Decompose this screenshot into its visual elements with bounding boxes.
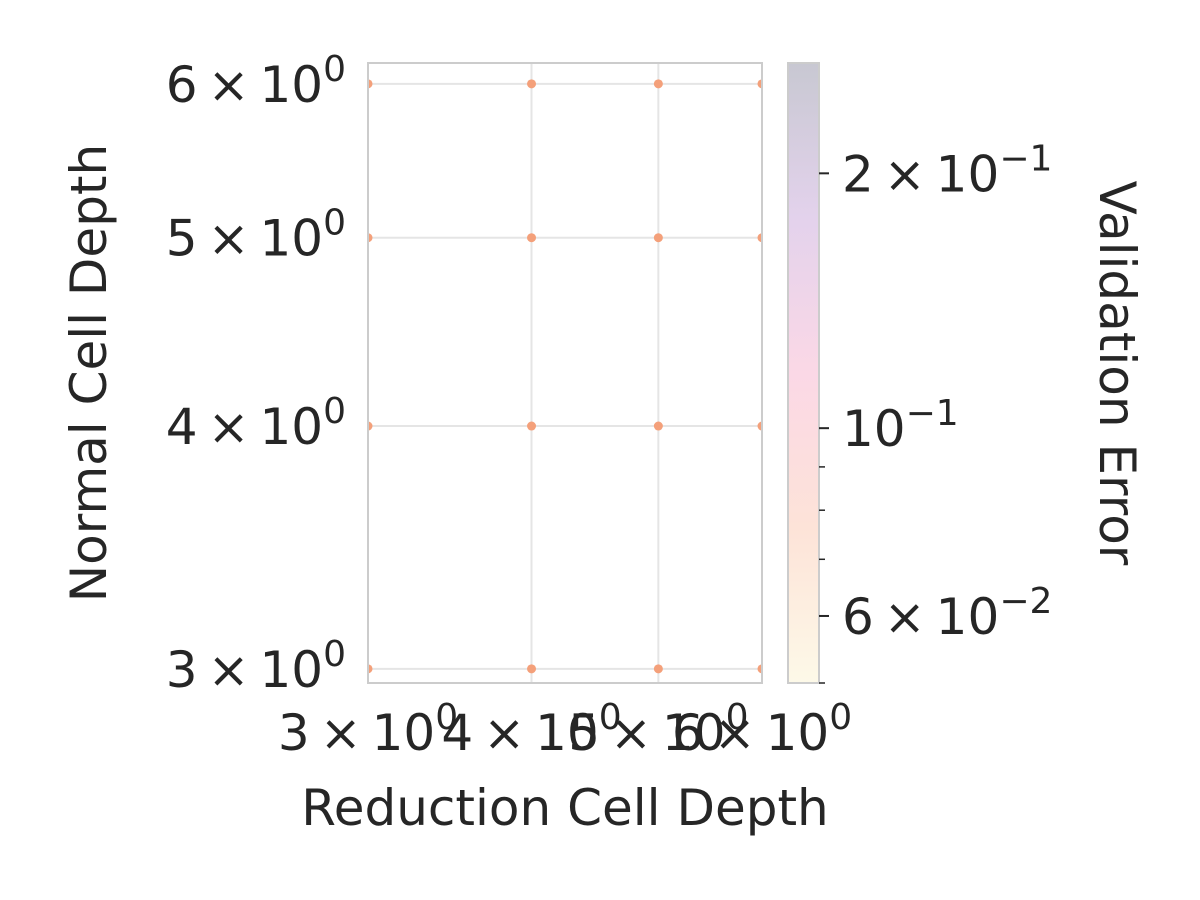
data-point [757, 79, 762, 89]
data-point [757, 664, 762, 674]
data-point [527, 233, 537, 243]
data-point [653, 233, 663, 243]
colorbar-tick-label: 6 × 10−2 [842, 581, 1052, 646]
y-tick-label: 4 × 100 [166, 391, 346, 456]
data-point [368, 79, 373, 89]
x-axis-label: Reduction Cell Depth [301, 779, 829, 837]
y-tick-label: 5 × 100 [166, 203, 346, 268]
scatter-points [368, 79, 762, 674]
data-point [527, 79, 537, 89]
colorbar-tick-label: 2 × 10−1 [842, 138, 1052, 203]
colorbar-tick-label: 10−1 [842, 393, 959, 458]
x-tick-label: 6 × 100 [672, 697, 852, 762]
data-point [653, 79, 663, 89]
plot-frame [367, 62, 763, 684]
colorbar-frame [787, 62, 820, 684]
colorbar-label: Validation Error [1088, 181, 1146, 566]
y-tick-label: 3 × 100 [166, 634, 346, 699]
x-tick-label: 5 × 100 [568, 697, 748, 762]
data-point [368, 233, 373, 243]
x-tick-label: 4 × 100 [441, 697, 621, 762]
data-point [368, 421, 373, 431]
data-point [368, 664, 373, 674]
data-point [757, 421, 762, 431]
data-point [653, 421, 663, 431]
data-point [527, 664, 537, 674]
y-axis-label: Normal Cell Depth [60, 144, 118, 602]
colorbar [788, 63, 819, 683]
y-tick-labels: 3 × 100 4 × 100 5 × 100 6 × 100 [166, 49, 346, 699]
colorbar-ticks: 6 × 10−2 10−1 2 × 10−1 [819, 138, 1052, 684]
data-point [527, 421, 537, 431]
data-point [653, 664, 663, 674]
y-tick-label: 6 × 100 [166, 49, 346, 114]
x-tick-label: 3 × 100 [278, 697, 458, 762]
plot-area [368, 63, 762, 683]
data-point [757, 233, 762, 243]
